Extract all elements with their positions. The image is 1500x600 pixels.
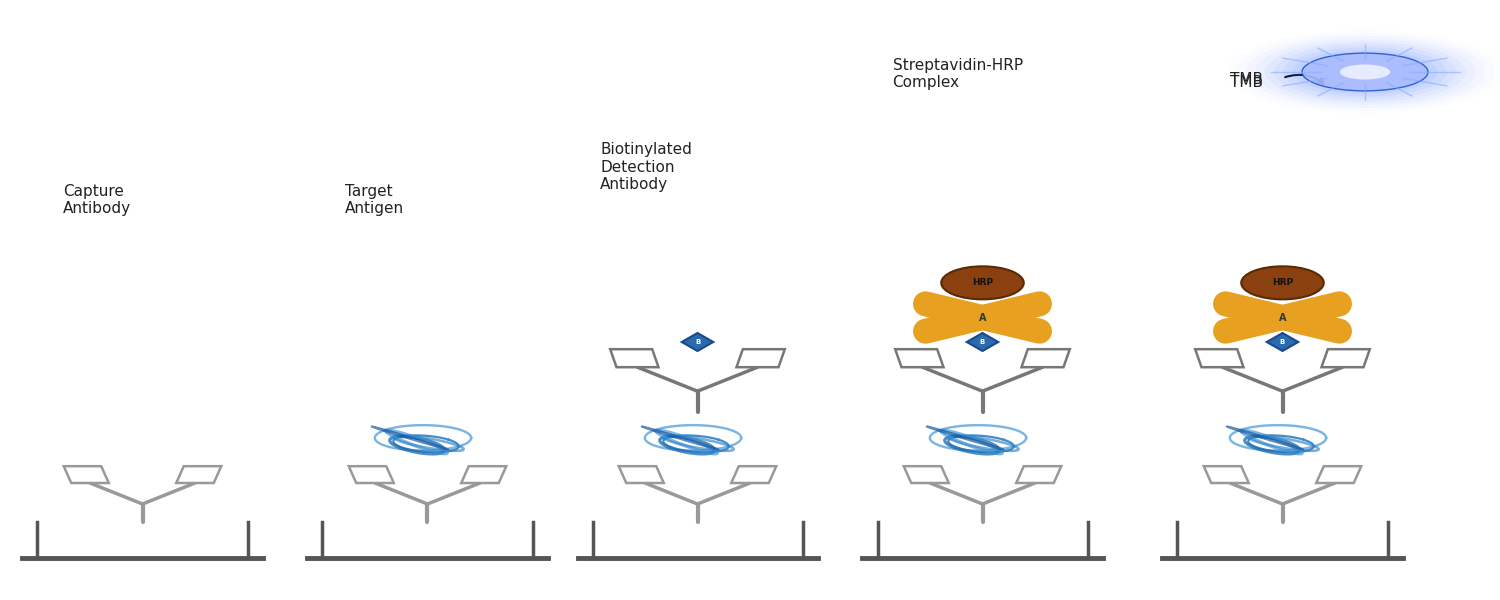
Polygon shape bbox=[610, 349, 658, 367]
Text: TMB: TMB bbox=[1230, 72, 1263, 87]
Polygon shape bbox=[1322, 349, 1370, 367]
Polygon shape bbox=[618, 466, 664, 483]
Text: B: B bbox=[694, 339, 700, 345]
Polygon shape bbox=[63, 466, 110, 483]
Polygon shape bbox=[1266, 333, 1298, 351]
Polygon shape bbox=[1196, 349, 1243, 367]
Text: HRP: HRP bbox=[972, 278, 993, 287]
Ellipse shape bbox=[1340, 64, 1390, 80]
Polygon shape bbox=[1022, 349, 1070, 367]
Text: A: A bbox=[978, 313, 987, 323]
Text: Streptavidin-HRP
Complex: Streptavidin-HRP Complex bbox=[892, 58, 1023, 90]
Polygon shape bbox=[903, 466, 950, 483]
Ellipse shape bbox=[1242, 266, 1323, 299]
Ellipse shape bbox=[1274, 44, 1456, 100]
Text: A: A bbox=[1278, 313, 1286, 323]
Text: Capture
Antibody: Capture Antibody bbox=[63, 184, 130, 216]
Ellipse shape bbox=[1282, 47, 1448, 97]
Polygon shape bbox=[736, 349, 784, 367]
Polygon shape bbox=[177, 466, 222, 483]
Text: Target
Antigen: Target Antigen bbox=[345, 184, 404, 216]
Ellipse shape bbox=[1264, 42, 1466, 102]
Polygon shape bbox=[896, 349, 944, 367]
Ellipse shape bbox=[1293, 50, 1437, 94]
Ellipse shape bbox=[1302, 53, 1428, 91]
Polygon shape bbox=[348, 466, 393, 483]
Polygon shape bbox=[1017, 466, 1062, 483]
Ellipse shape bbox=[942, 266, 1023, 299]
Text: Biotinylated
Detection
Antibody: Biotinylated Detection Antibody bbox=[600, 142, 692, 192]
Text: B: B bbox=[1280, 339, 1286, 345]
Polygon shape bbox=[1203, 466, 1248, 483]
Text: B: B bbox=[980, 339, 986, 345]
Polygon shape bbox=[732, 466, 777, 483]
Polygon shape bbox=[460, 466, 506, 483]
Polygon shape bbox=[1317, 466, 1362, 483]
Polygon shape bbox=[681, 333, 714, 351]
Text: TMB: TMB bbox=[1230, 75, 1263, 90]
Polygon shape bbox=[968, 333, 999, 351]
Text: HRP: HRP bbox=[1272, 278, 1293, 287]
